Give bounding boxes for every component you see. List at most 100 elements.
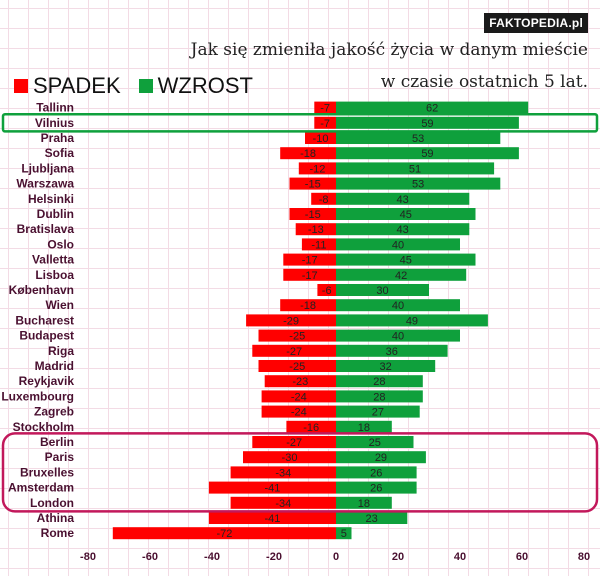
city-label-lisboa: Lisboa: [35, 268, 74, 282]
bar-growth-tallinn: [336, 101, 529, 114]
value-label-growth-stockholm: 18: [358, 422, 370, 434]
bar-growth-helsinki: [336, 192, 470, 205]
value-label-decline-bratislava: -13: [308, 224, 324, 236]
bar-growth-amsterdam: [336, 481, 417, 494]
highlight-box-magenta: [1, 432, 599, 513]
city-label-luxembourg: Luxembourg: [1, 389, 74, 403]
bar-growth-stockholm: [336, 420, 392, 433]
value-label-decline-riga: -27: [286, 346, 302, 358]
bar-decline-ljubljana: [298, 162, 336, 175]
city-label-bucharest: Bucharest: [15, 313, 74, 327]
value-label-decline-ljubljana: -12: [309, 163, 325, 175]
legend-label-growth: WZROST: [157, 73, 253, 98]
bar-decline-athina: [208, 512, 336, 524]
city-label-berlin: Berlin: [40, 435, 74, 449]
city-label-stockholm: Stockholm: [13, 420, 74, 434]
legend-label-decline: SPADEK: [33, 73, 121, 98]
bar-decline-k-benhavn: [317, 284, 336, 296]
legend-item-decline: SPADEK: [14, 73, 121, 99]
value-label-decline-bucharest: -29: [283, 315, 299, 327]
bar-decline-amsterdam: [208, 481, 336, 494]
x-tick-neg20: -20: [266, 551, 282, 563]
bar-growth-budapest: [336, 329, 460, 342]
bar-growth-k-benhavn: [336, 284, 429, 296]
bar-growth-berlin: [336, 436, 414, 448]
value-label-growth-vilnius: 59: [421, 118, 433, 130]
legend-swatch-growth: [138, 79, 153, 93]
bar-decline-london: [230, 496, 336, 509]
legend: SPADEK WZROST: [14, 73, 271, 99]
bar-decline-lisboa: [283, 268, 336, 281]
bar-growth-warszawa: [336, 177, 501, 190]
city-label-wien: Wien: [45, 298, 74, 312]
value-label-growth-valletta: 45: [400, 255, 412, 267]
city-label-madrid: Madrid: [35, 359, 74, 373]
value-label-decline-madrid: -25: [289, 361, 305, 373]
value-label-growth-k-benhavn: 30: [376, 285, 388, 297]
chart-subtitle: w czasie ostatnich 5 lat.: [380, 72, 588, 92]
bar-growth-riga: [336, 344, 448, 357]
x-tick-80: 80: [578, 551, 590, 563]
value-label-decline-k-benhavn: -6: [322, 285, 332, 297]
bar-decline-paris: [243, 451, 336, 464]
bar-growth-dublin: [336, 208, 476, 220]
bar-growth-paris: [336, 451, 426, 464]
value-label-decline-helsinki: -8: [319, 194, 329, 206]
value-label-growth-wien: 40: [392, 300, 404, 312]
value-label-growth-dublin: 45: [400, 209, 412, 221]
city-label-dublin: Dublin: [37, 207, 74, 221]
x-tick-neg80: -80: [80, 551, 96, 563]
value-label-growth-madrid: 32: [379, 361, 391, 373]
x-tick-0: 0: [333, 551, 339, 563]
bar-decline-sofia: [280, 147, 336, 160]
value-label-growth-ljubljana: 51: [409, 163, 421, 175]
bar-decline-bruxelles: [230, 466, 336, 479]
city-label-paris: Paris: [45, 450, 75, 464]
bar-growth-lisboa: [336, 268, 467, 281]
value-label-decline-dublin: -15: [305, 209, 321, 221]
bar-growth-bucharest: [336, 314, 488, 327]
bar-growth-ljubljana: [336, 162, 495, 175]
value-label-decline-warszawa: -15: [305, 179, 321, 191]
bar-decline-budapest: [258, 329, 336, 342]
city-label-valletta: Valletta: [32, 253, 74, 267]
value-label-growth-tallinn: 62: [426, 103, 438, 115]
bar-growth-oslo: [336, 238, 460, 251]
bar-decline-warszawa: [289, 177, 336, 190]
bar-growth-london: [336, 496, 392, 509]
bar-decline-reykjavik: [264, 375, 336, 388]
value-label-decline-oslo: -11: [311, 239, 326, 251]
value-label-decline-praha: -10: [313, 133, 329, 145]
bar-decline-valletta: [283, 253, 336, 266]
bar-decline-madrid: [258, 360, 336, 372]
city-label-london: London: [30, 496, 74, 510]
value-label-decline-stockholm: -16: [303, 422, 319, 434]
bar-growth-praha: [336, 132, 501, 144]
city-label-bratislava: Bratislava: [17, 222, 75, 236]
value-label-decline-rome: -72: [216, 528, 232, 540]
bar-decline-praha: [305, 132, 336, 144]
value-label-growth-zagreb: 27: [372, 407, 384, 419]
value-label-growth-helsinki: 43: [397, 194, 409, 206]
value-label-growth-berlin: 25: [369, 437, 381, 449]
bar-decline-vilnius: [314, 116, 336, 129]
legend-item-growth: WZROST: [138, 73, 253, 99]
city-label-amsterdam: Amsterdam: [8, 481, 74, 495]
legend-swatch-decline: [14, 79, 28, 93]
x-tick-20: 20: [392, 551, 404, 563]
bar-growth-wien: [336, 299, 460, 312]
city-label-ljubljana: Ljubljana: [21, 161, 74, 175]
bar-growth-rome: [336, 527, 352, 540]
value-label-growth-reykjavik: 28: [373, 376, 385, 388]
city-label-zagreb: Zagreb: [34, 405, 74, 419]
bar-growth-luxembourg: [336, 390, 423, 403]
bar-decline-oslo: [301, 238, 336, 251]
bar-decline-wien: [280, 299, 336, 312]
bar-growth-bratislava: [336, 223, 470, 236]
value-label-decline-tallinn: -7: [320, 103, 330, 115]
city-label-warszawa: Warszawa: [16, 177, 74, 191]
value-label-decline-zagreb: -24: [291, 407, 307, 419]
city-label-oslo: Oslo: [47, 237, 74, 251]
value-label-growth-lisboa: 42: [395, 270, 407, 282]
bar-growth-reykjavik: [336, 375, 423, 388]
